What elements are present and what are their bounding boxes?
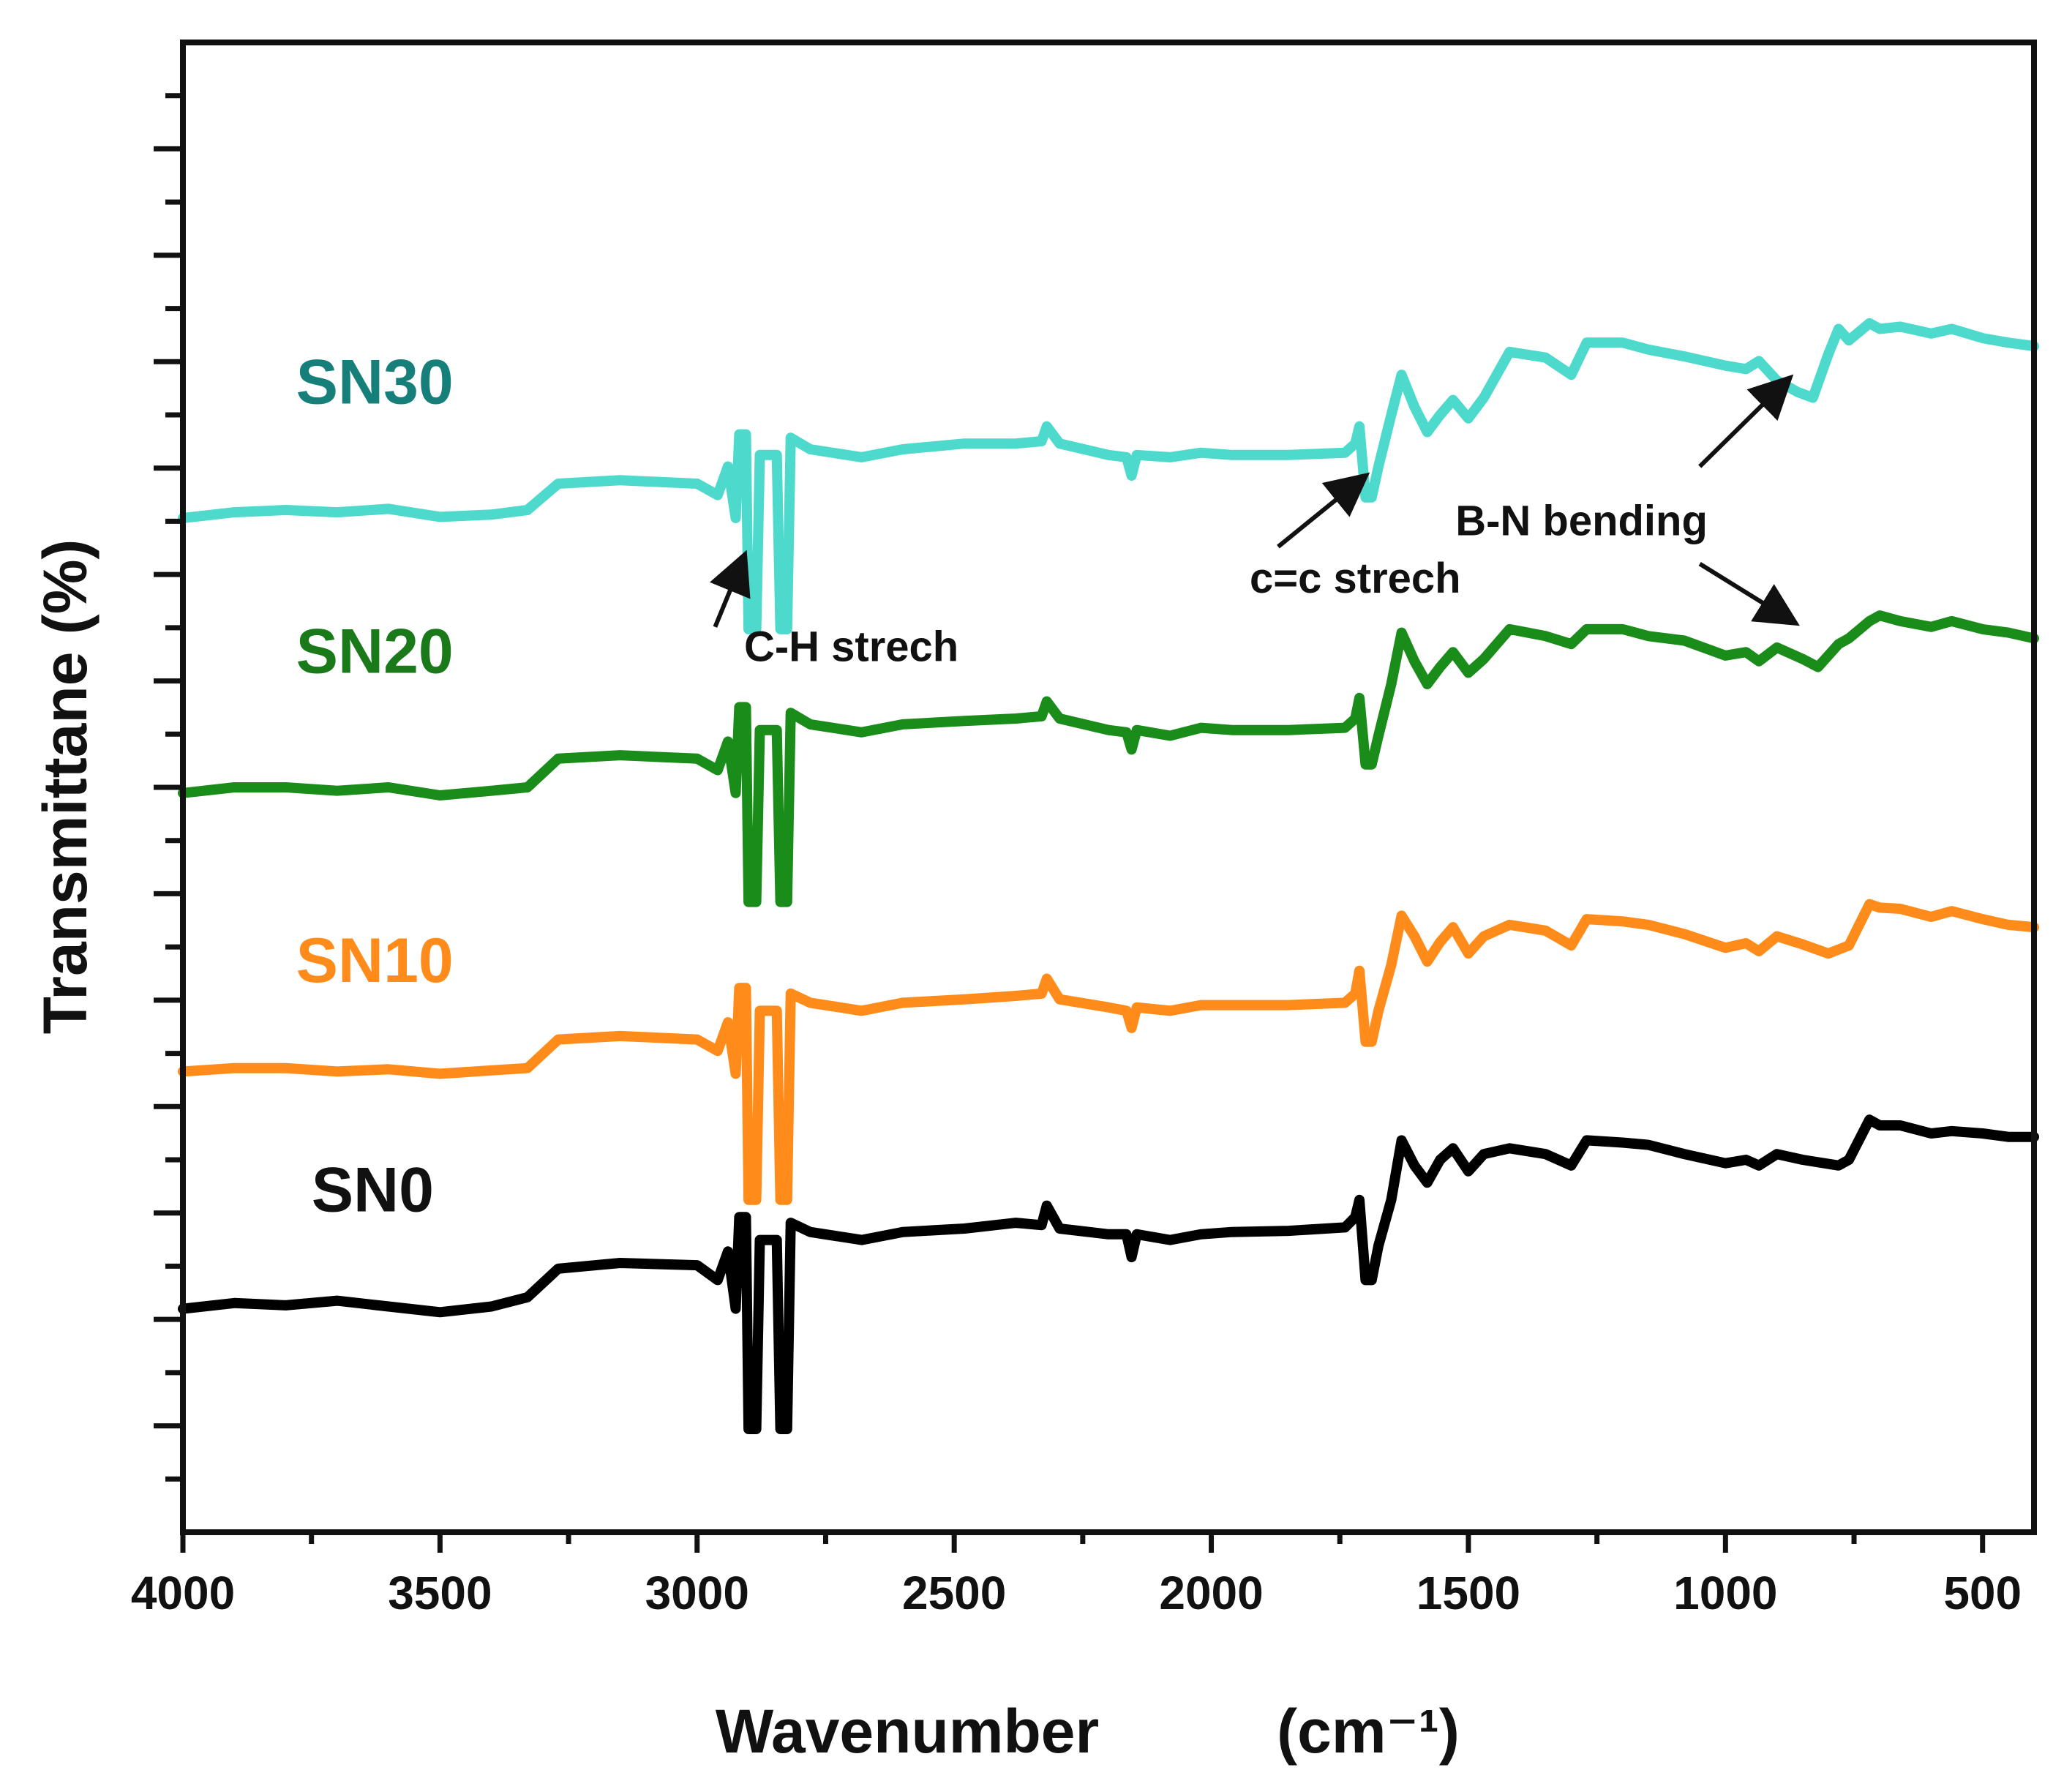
tick-layer: 4000 3500 3000 2500 2000 1500 1000 500 <box>131 93 2022 1619</box>
series-line-sn0 <box>178 1114 2039 1434</box>
series-line-sn10 <box>178 899 2039 1205</box>
annotation-c-c-strech: c=c strech <box>1250 555 1461 602</box>
series-label-sn30: SN30 <box>296 347 454 417</box>
annotation-c-h-strech: C-H strech <box>744 623 958 671</box>
x-tick-label: 2500 <box>902 1567 1006 1619</box>
series-label-sn0: SN0 <box>312 1155 434 1225</box>
series-label-sn10: SN10 <box>296 926 454 996</box>
annotation-b-n-bending: B-N bending <box>1455 497 1708 544</box>
annotation-arrow-c-h-strech <box>710 550 751 628</box>
x-tick-label: 500 <box>1943 1567 2022 1619</box>
x-tick-label: 4000 <box>131 1567 235 1619</box>
x-tick-label: 1000 <box>1673 1567 1777 1619</box>
series-label-layer: SN30 SN20 SN10 SN0 <box>296 347 454 1225</box>
annotation-arrow-b-n-bending-2 <box>1698 562 1800 626</box>
annotation-arrow-b-n-bending <box>1698 374 1794 468</box>
series-line-sn20 <box>178 610 2039 907</box>
x-axis-title: Wavenumber <box>716 1697 1099 1766</box>
series-line-sn30 <box>178 318 2039 634</box>
x-tick-label: 2000 <box>1159 1567 1263 1619</box>
x-tick-label: 3500 <box>388 1567 492 1619</box>
series-layer <box>178 318 2039 1434</box>
x-tick-label: 3000 <box>645 1567 749 1619</box>
series-label-sn20: SN20 <box>296 616 454 686</box>
annotation-layer: C-H strech c=c strech B-N bending <box>710 374 1800 671</box>
x-tick-label: 1500 <box>1416 1567 1520 1619</box>
x-axis-unit: (cm⁻¹) <box>1277 1697 1460 1766</box>
y-axis-title: Transmittane (%) <box>31 539 100 1035</box>
annotation-arrow-c-c-strech <box>1277 472 1370 549</box>
